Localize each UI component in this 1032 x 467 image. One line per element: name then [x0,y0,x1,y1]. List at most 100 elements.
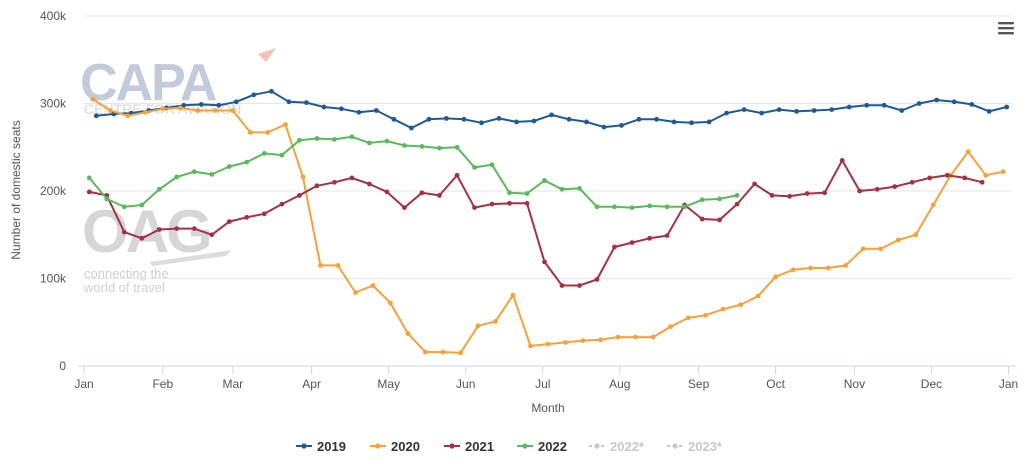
data-point-2019-18[interactable] [409,125,414,131]
data-point-2022-37[interactable] [734,193,740,198]
data-point-2021-33[interactable] [664,233,670,239]
series-line-2020[interactable] [92,98,1004,354]
data-point-2019-43[interactable] [846,104,852,110]
data-point-2020-25[interactable] [528,343,533,349]
data-point-2019-30[interactable] [619,123,624,128]
data-point-2021-6[interactable] [191,226,197,232]
data-point-2019-49[interactable] [951,99,957,105]
data-point-2021-14[interactable] [332,179,337,185]
data-point-2019-15[interactable] [356,109,362,115]
data-point-2020-39[interactable] [773,274,778,280]
data-point-2019-29[interactable] [601,124,607,130]
data-point-2019-40[interactable] [794,109,799,114]
data-point-2020-13[interactable] [318,263,323,268]
data-point-2021-18[interactable] [402,205,407,211]
data-point-2020-44[interactable] [860,246,866,252]
data-point-2021-16[interactable] [367,181,372,187]
legend-item-2022*[interactable]: 2022* [589,439,645,454]
data-point-2021-20[interactable] [437,193,442,198]
data-point-2019-45[interactable] [881,102,887,108]
data-point-2022-31[interactable] [629,205,635,211]
data-point-2020-37[interactable] [738,302,743,308]
data-point-2020-43[interactable] [843,263,849,268]
data-point-2021-13[interactable] [314,183,320,189]
data-point-2021-45[interactable] [874,186,880,192]
data-point-2022-27[interactable] [559,186,565,192]
data-point-2020-23[interactable] [493,319,498,324]
data-point-2020-11[interactable] [283,122,288,127]
data-point-2022-36[interactable] [717,196,722,202]
data-point-2019-31[interactable] [636,116,642,122]
data-point-2021-2[interactable] [121,229,127,235]
legend-item-2019[interactable]: 2019 [296,439,346,454]
data-point-2022-20[interactable] [437,145,442,151]
data-point-2020-26[interactable] [545,341,551,347]
data-point-2019-25[interactable] [531,118,537,124]
data-point-2019-14[interactable] [339,106,344,112]
data-point-2020-24[interactable] [510,292,516,298]
data-point-2020-20[interactable] [440,349,446,355]
data-point-2019-32[interactable] [654,116,659,122]
data-point-2019-34[interactable] [689,120,694,126]
data-point-2021-38[interactable] [752,181,757,187]
data-point-2022-7[interactable] [209,172,215,177]
data-point-2020-27[interactable] [563,340,568,345]
data-point-2021-36[interactable] [717,217,722,223]
data-point-2021-40[interactable] [787,193,792,199]
data-point-2021-30[interactable] [612,244,617,250]
data-point-2020-7[interactable] [212,108,218,113]
hamburger-menu-icon[interactable] [997,20,1015,36]
data-point-2020-31[interactable] [633,334,638,340]
data-point-2019-39[interactable] [776,107,782,112]
data-point-2019-21[interactable] [461,116,467,122]
data-point-2020-3[interactable] [142,109,148,115]
data-point-2021-47[interactable] [909,179,915,185]
data-point-2019-10[interactable] [269,88,274,94]
data-point-2021-22[interactable] [472,205,477,211]
data-point-2022-18[interactable] [402,143,407,148]
series-2019[interactable] [93,88,1010,131]
data-point-2019-9[interactable] [251,92,257,98]
data-point-2019-27[interactable] [566,116,572,122]
data-point-2019-47[interactable] [916,101,922,106]
data-point-2020-9[interactable] [247,130,253,135]
data-point-2022-35[interactable] [699,197,705,203]
data-point-2021-46[interactable] [892,184,898,190]
data-point-2019-46[interactable] [899,108,905,113]
data-point-2020-28[interactable] [580,338,586,343]
data-point-2019-51[interactable] [986,109,992,114]
data-point-2021-43[interactable] [839,158,845,163]
data-point-2020-0[interactable] [90,96,96,102]
series-line-2022[interactable] [88,135,738,209]
data-point-2021-3[interactable] [139,235,145,241]
data-point-2019-37[interactable] [741,107,747,112]
series-2020[interactable] [90,96,1006,356]
data-point-2020-30[interactable] [615,334,621,340]
data-point-2020-1[interactable] [107,108,113,113]
data-point-2021-0[interactable] [86,189,92,195]
data-point-2019-28[interactable] [584,119,589,125]
data-point-2022-16[interactable] [367,140,372,146]
data-point-2021-7[interactable] [209,232,215,238]
data-point-2020-8[interactable] [230,108,236,113]
legend-item-2020[interactable]: 2020 [370,439,420,454]
data-point-2019-13[interactable] [321,104,327,110]
data-point-2022-6[interactable] [191,169,197,175]
data-point-2020-35[interactable] [703,312,708,318]
data-point-2020-6[interactable] [195,108,201,113]
data-point-2022-9[interactable] [244,159,250,165]
data-point-2022-0[interactable] [86,175,92,181]
data-point-2022-1[interactable] [104,196,110,202]
data-point-2019-20[interactable] [444,116,449,121]
data-point-2019-23[interactable] [496,116,502,121]
data-point-2021-31[interactable] [629,240,635,246]
data-point-2020-4[interactable] [160,106,166,112]
data-point-2021-28[interactable] [577,283,582,288]
data-point-2020-10[interactable] [265,130,271,135]
data-point-2022-12[interactable] [297,137,302,143]
data-point-2019-12[interactable] [304,100,309,105]
data-point-2022-5[interactable] [174,174,180,180]
data-point-2022-23[interactable] [489,162,495,168]
data-point-2019-8[interactable] [233,99,239,105]
data-point-2020-2[interactable] [125,113,131,119]
